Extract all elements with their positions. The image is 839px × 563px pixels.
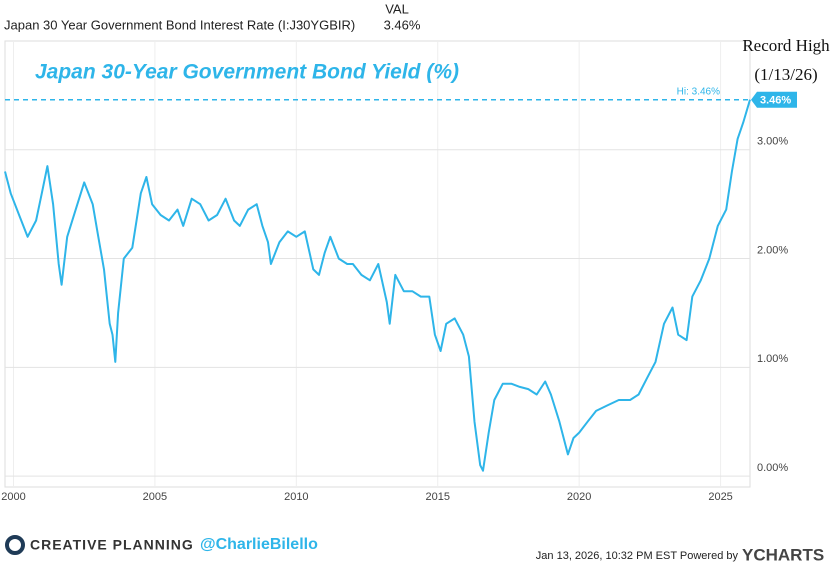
plot-frame [4, 40, 751, 488]
handle: @CharlieBilello [200, 536, 318, 553]
header-value: 3.46% [384, 17, 421, 32]
x-tick-label: 2010 [284, 491, 308, 503]
series-name: Japan 30 Year Government Bond Interest R… [4, 17, 355, 32]
y-tick-label: 0.00% [757, 462, 788, 474]
last-value-badge [751, 91, 797, 108]
logo [5, 535, 25, 555]
hi-label: Hi: 3.46% [677, 86, 720, 97]
column-header: VAL [385, 1, 409, 16]
x-tick-label: 2000 [1, 491, 25, 503]
brand: CREATIVE PLANNING [30, 537, 194, 553]
x-tick-label: 2020 [567, 491, 591, 503]
y-tick-label: 2.00% [757, 244, 788, 256]
last-value-label: 3.46% [760, 95, 791, 107]
timestamp: Jan 13, 2026, 10:32 PM EST Powered by [536, 550, 739, 562]
x-tick-label: 2015 [426, 491, 450, 503]
annotation: Record High [742, 36, 830, 55]
annotation: (1/13/26) [754, 65, 817, 84]
line [4, 99, 751, 472]
plot-area: 2000 2005 2010 2015 2020 2025 0.00% 1.00% 2.00% 3… [1, 40, 797, 503]
source: YCHARTS [742, 545, 824, 563]
y-tick-label: 1.00% [757, 353, 788, 365]
x-tick-label: 2025 [708, 491, 732, 503]
x-tick-label: 2005 [143, 491, 167, 503]
chart-title: Japan 30-Year Government Bond Yield (%) [35, 61, 459, 84]
y-tick-label: 3.00% [757, 136, 788, 148]
